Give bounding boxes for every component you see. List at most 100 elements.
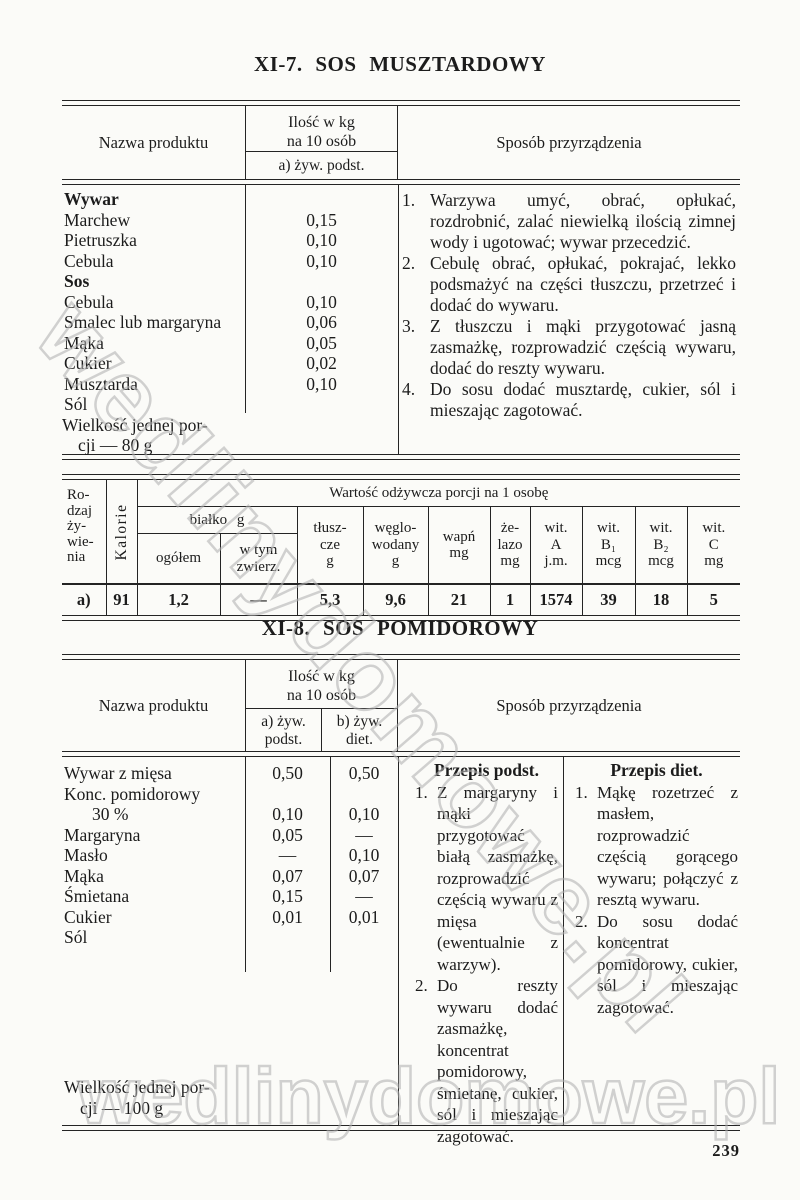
- step-text: Do reszty wywaru dodać zasmażkę, koncent…: [437, 976, 558, 1146]
- step-number: 4.: [402, 379, 416, 399]
- ingredient-row: Śmietana 0,15 —: [62, 886, 740, 907]
- ingredient-row: Margaryna 0,05 —: [62, 825, 740, 846]
- recipe1-title: XI-7. SOS MUSZTARDOWY: [254, 52, 546, 76]
- ingredient-name: Marchew: [64, 209, 131, 230]
- ingredient-name: Wywar z mięsa: [64, 763, 172, 783]
- method-steps: 1. Warzywa umyć, obrać, opłukać, rozdrob…: [402, 190, 736, 421]
- column-divider: [330, 757, 331, 972]
- ingredient-row: Wywar: [62, 189, 740, 210]
- ingredient-row: Marchew 0,15: [62, 210, 740, 231]
- ingredient-name: Mąka: [64, 332, 104, 353]
- quantity-subcolumns: a) żyw. podst. b) żyw. diet.: [246, 709, 397, 751]
- col-protein-total: ogółem: [136, 533, 220, 584]
- ingredient-name: Sól: [64, 927, 88, 947]
- step-text: Z margaryny i mąki przygotować białą zas…: [437, 782, 558, 974]
- recipe1-table-header: Nazwa produktu Ilość w kg na 10 osób a) …: [62, 106, 740, 179]
- step-number: 2.: [575, 911, 588, 931]
- recipe1-table-body: Wywar Marchew 0,15 Pietruszka 0,10: [62, 185, 740, 455]
- ingredient-name: Margaryna: [64, 824, 141, 845]
- col-vit-c: wit. C mg: [686, 506, 741, 584]
- value-protein-animal: —: [219, 583, 297, 615]
- ingredient-quantity: [245, 189, 398, 210]
- ingredient-quantity-b: [330, 784, 398, 805]
- nutrition-table: Ro- dzaj ży- wie- nia Kalorie Wartość od…: [62, 480, 741, 615]
- method-diet-heading: Przepis diet.: [610, 760, 703, 780]
- ingredient-name: Masło: [64, 845, 108, 865]
- value-vit-c: 5: [686, 583, 741, 615]
- step-number: 1.: [402, 190, 416, 210]
- ingredient-quantity-b: [330, 927, 398, 948]
- ingredient-row: Wywar z mięsa 0,50 0,50: [62, 763, 740, 784]
- ingredient-name: Konc. pomidorowy: [64, 783, 201, 804]
- method-step: 4. Do sosu dodać musztardę, cukier, sól …: [402, 379, 736, 421]
- method-step: 2. Do reszty wywaru dodać zasmażkę, konc…: [415, 975, 558, 1147]
- ingredient-name: Cebula: [64, 250, 114, 271]
- col-carbs: węglo- wodany g: [362, 506, 428, 584]
- ingredient-list: Wywar z mięsa 0,50 0,50 Konc. pomidorowy…: [62, 763, 740, 948]
- ingredient-quantity: 0,02: [306, 353, 337, 373]
- ingredient-row: Cukier 0,01 0,01: [62, 907, 740, 928]
- value-vit-a: 1574: [529, 583, 582, 615]
- col-header-method: Sposób przyrządzenia: [496, 695, 642, 715]
- ingredient-name: Mąka: [64, 865, 104, 886]
- ingredient-row: Sos: [62, 271, 740, 292]
- step-text: Warzywa umyć, obrać, opłukać, rozdrobnić…: [430, 190, 736, 252]
- step-number: 2.: [415, 976, 428, 995]
- ingredient-quantity: [245, 394, 398, 415]
- ingredient-name: Wywar: [64, 189, 119, 209]
- value-protein-total: 1,2: [136, 583, 220, 615]
- value-carbs: 9,6: [362, 583, 428, 615]
- method-step: 2. Do sosu dodać koncentrat pomidorowy, …: [575, 911, 738, 1019]
- method-step: 1. Z margaryny i mąki przygotować białą …: [415, 782, 558, 976]
- ingredient-name: Cebula: [64, 291, 114, 312]
- ingredient-row: Cebula 0,10: [62, 292, 740, 313]
- col-calcium: wapń mg: [427, 506, 490, 584]
- nutrition-col-type: Ro- dzaj ży- wie- nia: [67, 487, 94, 565]
- ingredient-quantity-a: 0,07: [272, 865, 303, 886]
- col-protein-animal: w tym zwierz.: [219, 533, 297, 584]
- ingredient-row: Mąka 0,07 0,07: [62, 866, 740, 887]
- ingredient-quantity-b: 0,10: [348, 845, 380, 865]
- rule: [62, 615, 740, 621]
- ingredient-quantity-b: —: [355, 824, 373, 845]
- portion-line1: Wielkość jednej por-: [62, 414, 208, 435]
- method-basic-steps: 1. Z margaryny i mąki przygotować białą …: [415, 782, 558, 1148]
- ingredient-name: Pietruszka: [64, 230, 137, 250]
- ingredient-quantity-a: 0,15: [272, 886, 303, 906]
- step-number: 2.: [402, 253, 416, 273]
- ingredient-row: Masło — 0,10: [62, 845, 740, 866]
- rule: [62, 654, 740, 660]
- rule: [246, 151, 397, 152]
- step-text: Do sosu dodać musztardę, cukier, sól i m…: [430, 379, 736, 420]
- method-step: 2. Cebulę obrać, opłukać, pokrajać, lekk…: [402, 253, 736, 316]
- step-text: Do sosu dodać koncentrat pomidorowy, cuk…: [597, 911, 738, 1017]
- value-vit-b2: 18: [634, 583, 687, 615]
- ingredient-row: Musztarda 0,10: [62, 374, 740, 395]
- col-header-quantity: Ilość w kg na 10 osób a) żyw. podst.: [245, 106, 398, 179]
- step-number: 1.: [415, 782, 428, 802]
- ingredient-row: Sól: [62, 927, 740, 948]
- recipe1-table: Nazwa produktu Ilość w kg na 10 osób a) …: [62, 100, 740, 460]
- recipe2-table-body: Wywar z mięsa 0,50 0,50 Konc. pomidorowy…: [62, 757, 740, 1146]
- method-basic-column: Przepis podst. 1. Z margaryny i mąki prz…: [398, 757, 563, 1147]
- ingredient-quantity-a: 0,10: [272, 804, 303, 824]
- value-label: a): [62, 583, 106, 615]
- col-vit-a: wit. A j.m.: [529, 506, 582, 584]
- step-text: Mąkę rozetrzeć z masłem, rozprowadzić cz…: [597, 782, 738, 910]
- ingredient-name: Cukier: [64, 353, 112, 373]
- col-vit-b1: wit. B₁ mcg: [581, 506, 635, 584]
- col-iron: że- lazo mg: [489, 506, 530, 584]
- rule: [62, 474, 740, 480]
- column-divider: [398, 185, 399, 454]
- nutrition-value-row: a) 91 1,2 — 5,3 9,6 21 1 1574 39 18 5: [62, 583, 741, 615]
- col-header-product: Nazwa produktu: [98, 695, 209, 715]
- step-text: Cebulę obrać, opłukać, pokrajać, lekko p…: [430, 253, 736, 315]
- ingredient-quantity: 0,06: [306, 312, 337, 332]
- ingredient-quantity-a: 0,05: [272, 824, 303, 845]
- col-vit-b2: wit. B₂ mcg: [634, 506, 687, 584]
- nutrition-col-calories: Kalorie: [105, 480, 137, 584]
- ingredient-list: Wywar Marchew 0,15 Pietruszka 0,10: [62, 189, 740, 415]
- col-fat: tłusz- cze g: [296, 506, 363, 584]
- ingredient-quantity-a: [245, 927, 330, 948]
- ingredient-quantity-a: 0,01: [272, 906, 303, 927]
